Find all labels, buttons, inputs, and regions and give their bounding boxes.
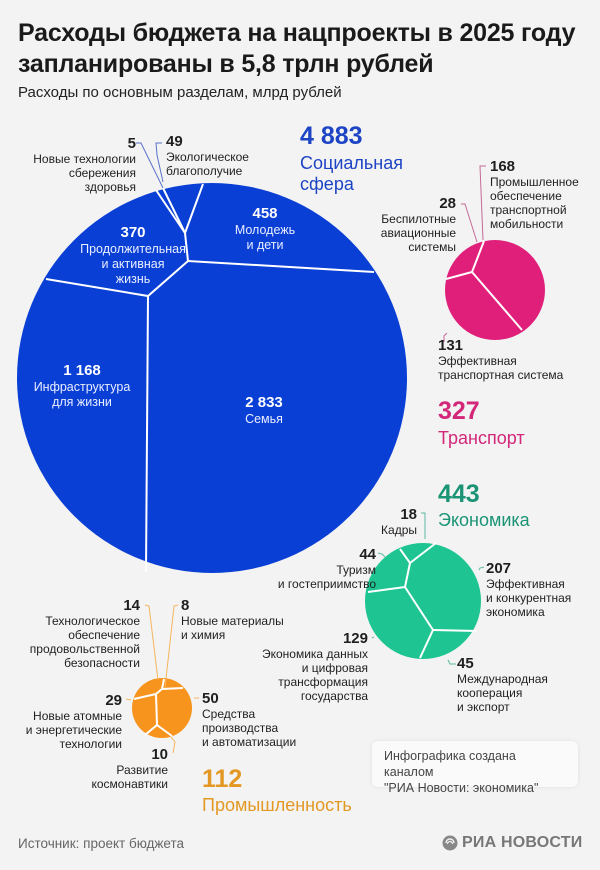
label-competitive-economy: 207 Эффективная и конкурентная экономика (486, 560, 572, 619)
page-subtitle: Расходы по основным разделам, млрд рубле… (18, 84, 342, 101)
label-automation: 50 Средства производства и автоматизации (202, 690, 297, 749)
label-transport-industry: 168 Промышленное обеспечение транспортно… (490, 158, 579, 231)
label-health-tech: 5 Новые технологии сбережения здоровья (33, 135, 136, 194)
social-name: Социальная сфера (300, 153, 403, 194)
source-note: Источник: проект бюджета (18, 836, 185, 851)
label-personnel: 18 Кадры (381, 506, 417, 537)
label-ecology: 49 Экологическое благополучие (166, 133, 249, 178)
economy-name: Экономика (438, 510, 530, 530)
ria-logo-icon (442, 835, 458, 851)
cell-family: 2 833 Семья (245, 394, 283, 426)
industry-leaders (125, 604, 199, 754)
transport-circle (445, 240, 545, 340)
transport-total: 327 (438, 397, 480, 425)
social-circle (17, 183, 407, 573)
economy-circle (365, 542, 481, 659)
ria-logo: РИА НОВОСТИ (442, 834, 582, 852)
transport-leaders (443, 165, 486, 342)
label-new-materials: 8 Новые материалы и химия (181, 597, 284, 642)
cell-infrastructure: 1 168 Инфраструктура для жизни (33, 362, 131, 409)
cell-active-life: 370 Продолжительная и активная жизнь (80, 224, 186, 286)
label-nuclear: 29 Новые атомные и энергетические технол… (25, 692, 122, 751)
social-total: 4 883 (300, 122, 363, 150)
transport-name: Транспорт (438, 428, 525, 448)
industry-circle (132, 678, 192, 738)
cell-youth: 458 Молодежь и дети (234, 205, 296, 252)
credit-box: Инфографика создана каналом "РИА Новости… (372, 741, 578, 795)
label-data-economy: 129 Экономика данных и цифровая трансфор… (261, 630, 368, 703)
page-title: Расходы бюджета на нацпроекты в 2025 год… (18, 19, 576, 78)
label-export: 45 Международная кооперация и экспорт (457, 655, 548, 714)
economy-leaders (371, 512, 485, 665)
social-leaders (136, 142, 164, 189)
label-food-security: 14 Технологическое обеспечение продоволь… (29, 597, 140, 670)
economy-total: 443 (438, 480, 480, 508)
label-drones: 28 Беспилотные авиационные системы (380, 195, 456, 254)
label-space: 10 Развитие космонавтики (91, 746, 168, 791)
label-transport-system: 131 Эффективная транспортная система (438, 337, 564, 382)
industry-name: Промышленность (202, 795, 352, 815)
label-tourism: 44 Туризм и гостеприимство (277, 546, 376, 591)
industry-total: 112 (202, 765, 243, 793)
